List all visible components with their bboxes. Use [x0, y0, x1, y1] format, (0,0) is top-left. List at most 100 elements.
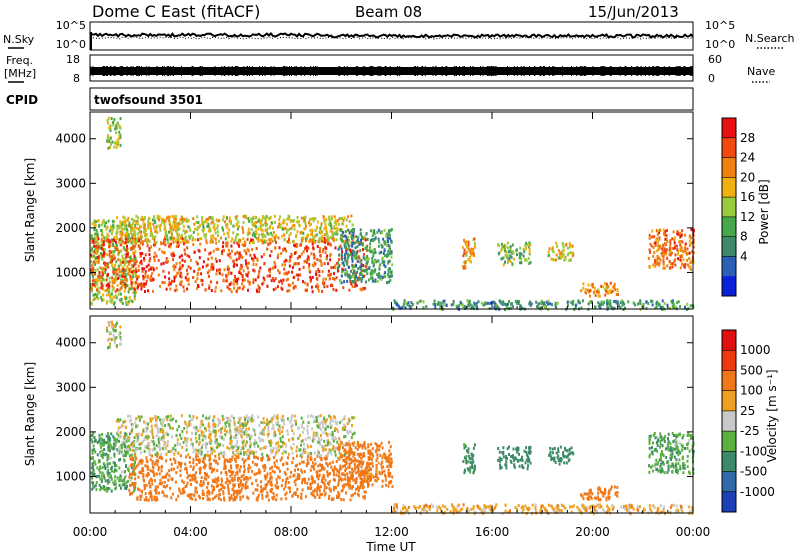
power-cell	[659, 262, 661, 265]
velocity-cell	[209, 433, 211, 436]
power-cell	[544, 305, 546, 308]
power-cell	[656, 306, 658, 309]
power-cell	[688, 257, 690, 260]
power-cell	[347, 229, 349, 232]
power-cell	[680, 235, 682, 238]
velocity-cell	[133, 486, 135, 489]
velocity-cell	[186, 471, 188, 474]
power-cell	[356, 252, 358, 255]
velocity-cell	[300, 497, 302, 500]
velocity-cell	[93, 445, 95, 448]
velocity-cell	[347, 422, 349, 425]
power-cell	[336, 238, 338, 241]
power-cell	[126, 279, 128, 282]
velocity-cell	[313, 419, 315, 422]
power-cell	[159, 215, 161, 218]
power-cell	[186, 218, 188, 221]
velocity-cell	[267, 481, 269, 484]
power-cell	[96, 233, 98, 236]
power-cell	[120, 244, 122, 247]
velocity-cell	[161, 469, 163, 472]
power-cell	[158, 259, 160, 262]
power-cell	[183, 219, 185, 222]
power-cell	[280, 252, 282, 255]
power-cell	[312, 290, 314, 293]
power-cell	[474, 245, 476, 248]
velocity-cell	[175, 481, 177, 484]
power-cell	[352, 237, 354, 240]
velocity-cell	[110, 432, 112, 435]
velocity-cell	[310, 487, 312, 490]
power-cell	[324, 233, 326, 236]
power-cell	[188, 219, 190, 222]
power-cell	[220, 237, 222, 240]
velocity-cell	[265, 487, 267, 490]
power-cell	[338, 258, 340, 261]
velocity-cell	[330, 466, 332, 469]
velocity-cell	[362, 486, 364, 489]
velocity-cell	[193, 478, 195, 481]
power-cell	[657, 244, 659, 247]
power-cell	[102, 294, 104, 297]
power-cell	[649, 266, 651, 269]
power-cell	[304, 247, 306, 250]
power-cell	[653, 235, 655, 238]
velocity-cell	[272, 424, 274, 427]
power-cell	[259, 267, 261, 270]
velocity-cell	[239, 468, 241, 471]
power-cell	[508, 250, 510, 253]
velocity-cell	[150, 420, 152, 423]
velocity-cell	[151, 425, 153, 428]
velocity-cell	[266, 475, 268, 478]
velocity-cell	[149, 482, 151, 485]
power-cell	[120, 288, 122, 291]
power-cell	[172, 238, 174, 241]
velocity-cell	[229, 470, 231, 473]
velocity-cell	[151, 483, 153, 486]
velocity-cell	[287, 417, 289, 420]
power-cell	[193, 231, 195, 234]
power-cell	[140, 260, 142, 263]
velocity-cell	[152, 462, 154, 465]
power-cell	[689, 266, 691, 269]
velocity-cell	[113, 448, 115, 451]
velocity-cell	[119, 476, 121, 479]
velocity-cell	[150, 440, 152, 443]
power-cell	[464, 261, 466, 264]
power-cell	[195, 238, 197, 241]
power-cell	[321, 290, 323, 293]
velocity-cell	[146, 474, 148, 477]
power-cell	[391, 228, 393, 231]
power-cell	[669, 239, 671, 242]
power-cell	[666, 234, 668, 237]
velocity-cell	[191, 478, 193, 481]
power-cell	[210, 280, 212, 283]
power-cell	[187, 225, 189, 228]
power-cell	[130, 224, 132, 227]
velocity-cell	[245, 443, 247, 446]
power-cell	[120, 293, 122, 296]
power-cell	[118, 250, 120, 253]
velocity-cell	[274, 464, 276, 467]
power-cell	[354, 270, 356, 273]
power-cell	[512, 244, 514, 247]
power-cell	[100, 229, 102, 232]
power-cell	[345, 241, 347, 244]
power-cell	[649, 237, 651, 240]
velocity-cell	[195, 476, 197, 479]
velocity-cell	[107, 446, 109, 449]
power-cell	[199, 256, 201, 259]
power-cell	[360, 265, 362, 268]
power-cell	[663, 232, 665, 235]
power-cell	[606, 299, 608, 302]
velocity-cell	[146, 465, 148, 468]
velocity-cell	[243, 462, 245, 465]
velocity-cell	[238, 485, 240, 488]
power-cell	[359, 249, 361, 252]
power-cell	[108, 117, 110, 120]
power-cell	[198, 268, 200, 271]
power-cell	[116, 248, 118, 251]
power-cell	[328, 270, 330, 273]
power-cell	[140, 252, 142, 255]
power-cell	[277, 256, 279, 259]
